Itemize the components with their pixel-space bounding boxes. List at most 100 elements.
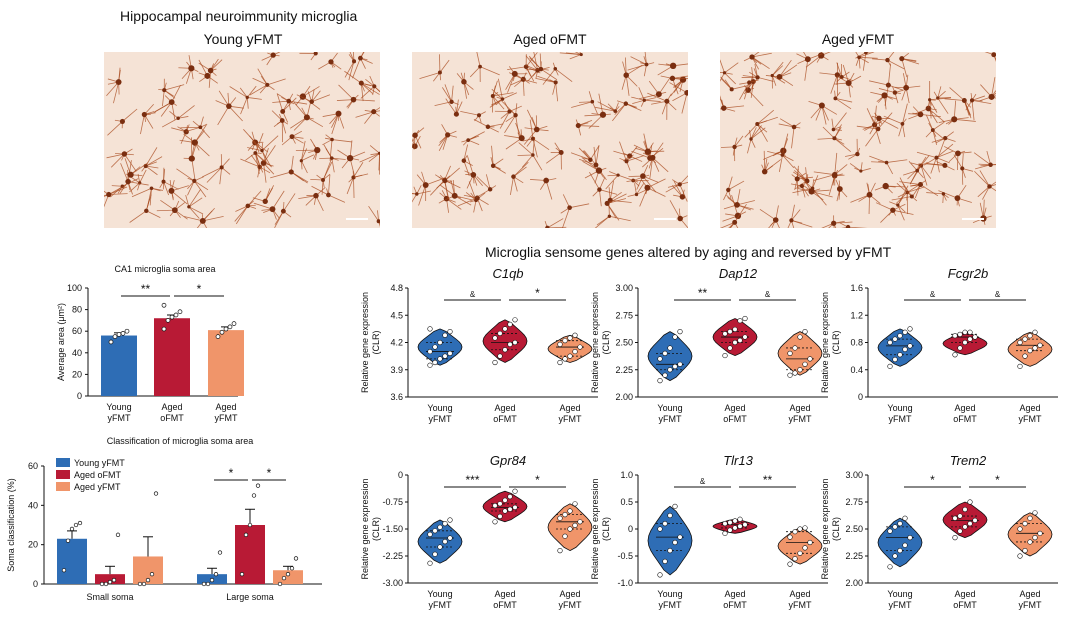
microglia-process (191, 158, 196, 180)
microglia-soma (518, 135, 525, 142)
microglia-cell (849, 162, 871, 173)
microglia-cell (631, 87, 661, 107)
microglia-process (787, 220, 792, 228)
microglia-soma (726, 187, 731, 193)
microglia-process (552, 82, 557, 95)
microglia-soma (884, 160, 889, 165)
microglia-process (547, 218, 564, 228)
microglia-process (202, 216, 224, 222)
microglia-cell (927, 80, 952, 119)
microglia-process (679, 184, 688, 202)
microglia-cell (542, 62, 573, 85)
data-point (103, 581, 109, 587)
microglia-process (649, 157, 654, 179)
microglia-process (609, 180, 614, 201)
microglia-soma (761, 168, 768, 175)
data-point (442, 332, 448, 338)
microglia-soma (677, 182, 682, 187)
data-point (281, 575, 287, 581)
microglia-cell (310, 161, 333, 195)
legend-swatch (56, 470, 70, 479)
microglia-soma (789, 218, 794, 223)
data-point (657, 356, 663, 362)
microglia-process (831, 118, 834, 130)
microglia-process (973, 152, 991, 166)
microglia-soma (192, 178, 197, 184)
data-point (557, 515, 563, 521)
microglia-cell (419, 54, 450, 82)
microglia-process (751, 56, 770, 70)
microglia-cell (176, 168, 209, 198)
microglia-soma (991, 52, 996, 58)
microglia-process (920, 165, 928, 186)
microglia-soma (791, 124, 797, 130)
microglia-cell (787, 204, 813, 228)
microglia-process (977, 186, 990, 198)
microglia-cell (575, 119, 600, 136)
microglia-process (532, 138, 550, 151)
microglia-process (720, 222, 735, 228)
bar (208, 330, 244, 396)
data-point (73, 522, 79, 528)
significance-label: * (229, 466, 234, 480)
data-point (1017, 363, 1023, 369)
microglia-cell (720, 76, 748, 92)
data-point (111, 577, 117, 583)
microglia-soma (490, 93, 495, 98)
microglia-cell (517, 136, 543, 171)
microglia-soma (478, 64, 482, 69)
data-point (1027, 333, 1033, 339)
microglia-cell (158, 78, 185, 107)
data-point (892, 553, 898, 559)
microglia-soma (885, 82, 891, 88)
microglia-cell (489, 78, 517, 108)
panel-title: Hippocampal neuroimmunity microglia (120, 8, 358, 24)
microglia-soma (262, 198, 268, 205)
data-point (512, 488, 518, 494)
microglia-process (982, 186, 990, 200)
data-point (507, 506, 513, 512)
data-point (223, 326, 229, 332)
microglia-process (555, 68, 573, 83)
microglia-cell (831, 112, 847, 132)
microglia-process (360, 83, 364, 102)
microglia-soma (500, 97, 505, 101)
violin (647, 331, 693, 382)
microglia-process (652, 157, 669, 173)
microglia-soma (831, 127, 836, 132)
microglia-process (171, 84, 181, 103)
data-point (277, 581, 283, 587)
microglia-process (599, 189, 602, 207)
microglia-soma (732, 219, 738, 225)
microglia-soma (513, 112, 518, 118)
microglia-process (835, 98, 853, 103)
microglia-process (781, 133, 789, 156)
data-point (562, 338, 568, 344)
significance-label: * (535, 286, 540, 300)
microglia-soma (755, 121, 760, 127)
x-tick-label: Aged (494, 403, 515, 413)
data-point (497, 330, 503, 337)
microglia-process (871, 161, 887, 163)
data-point (447, 535, 453, 541)
microglia-process (642, 175, 657, 193)
microglia-cell (469, 52, 500, 83)
microglia-cell (833, 90, 853, 110)
microglia-process (298, 195, 317, 199)
microglia-soma (604, 200, 610, 206)
microglia-process (525, 68, 542, 71)
microglia-soma (461, 79, 467, 85)
microglia-soma (279, 118, 285, 123)
microglia-process (360, 52, 365, 59)
microglia-soma (538, 66, 544, 72)
data-point (239, 572, 245, 577)
data-point (902, 329, 908, 335)
microglia-soma (119, 118, 126, 124)
bar (95, 574, 125, 584)
microglia-process (353, 177, 355, 199)
microglia-cell (412, 185, 431, 203)
microglia-soma (597, 187, 602, 192)
microglia-cell (720, 135, 744, 162)
microglia-process (373, 110, 380, 113)
microglia-process (974, 170, 990, 187)
